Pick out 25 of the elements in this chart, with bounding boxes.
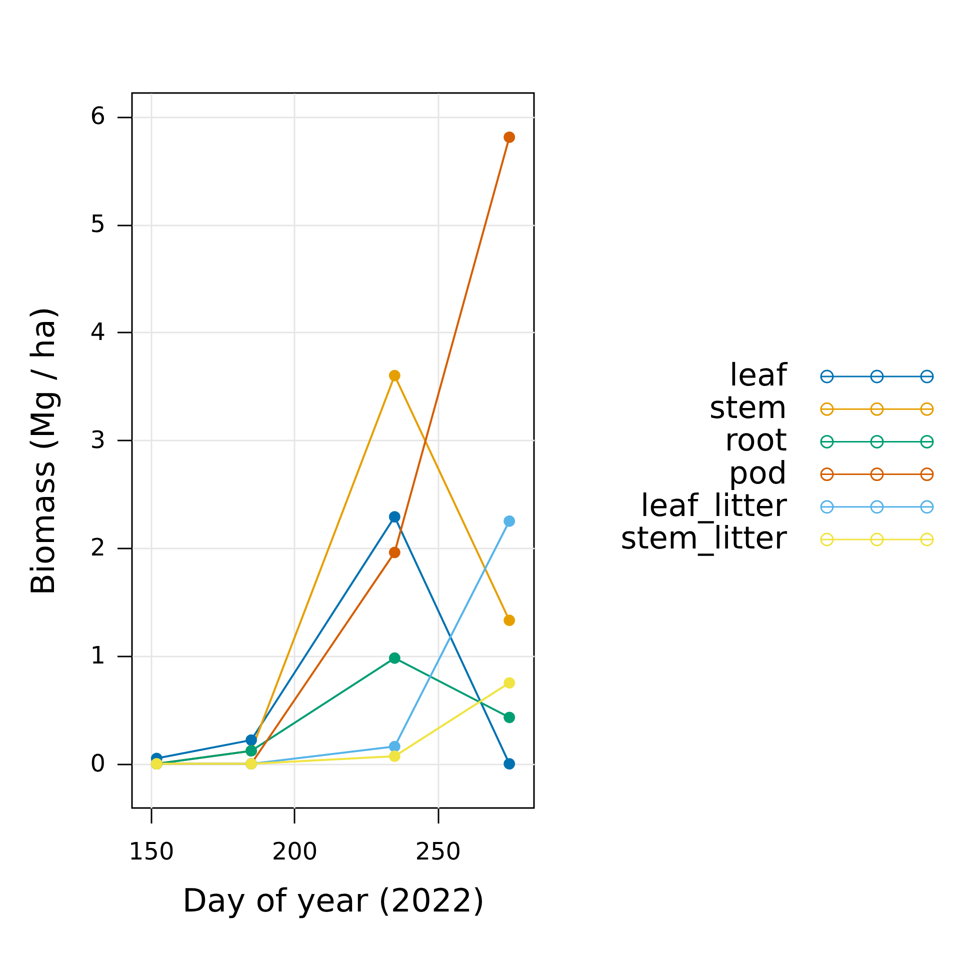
point bbox=[246, 734, 257, 746]
y-tick-label: 3 bbox=[90, 426, 106, 454]
x-axis-title: Day of year (2022) bbox=[182, 882, 485, 920]
x-tick-label: 250 bbox=[415, 838, 462, 866]
point bbox=[388, 511, 400, 523]
point bbox=[388, 750, 400, 762]
point bbox=[388, 652, 400, 664]
x-tick-label: 200 bbox=[272, 838, 318, 866]
point bbox=[504, 515, 516, 527]
y-tick-label: 0 bbox=[90, 749, 106, 778]
y-axis-title: Biomass (Mg / ha) bbox=[24, 306, 62, 596]
point bbox=[504, 712, 516, 724]
point bbox=[504, 758, 516, 770]
y-tick-label: 5 bbox=[90, 210, 106, 238]
point bbox=[504, 677, 516, 689]
point bbox=[504, 614, 516, 626]
point bbox=[388, 546, 400, 558]
y-tick-label: 1 bbox=[90, 641, 106, 670]
x-tick-label: 150 bbox=[128, 838, 174, 866]
point bbox=[388, 740, 400, 752]
y-tick-label: 2 bbox=[90, 534, 106, 562]
y-tick-label: 6 bbox=[90, 102, 106, 130]
point bbox=[388, 370, 400, 382]
y-tick-label: 4 bbox=[90, 318, 106, 346]
point bbox=[504, 132, 516, 143]
